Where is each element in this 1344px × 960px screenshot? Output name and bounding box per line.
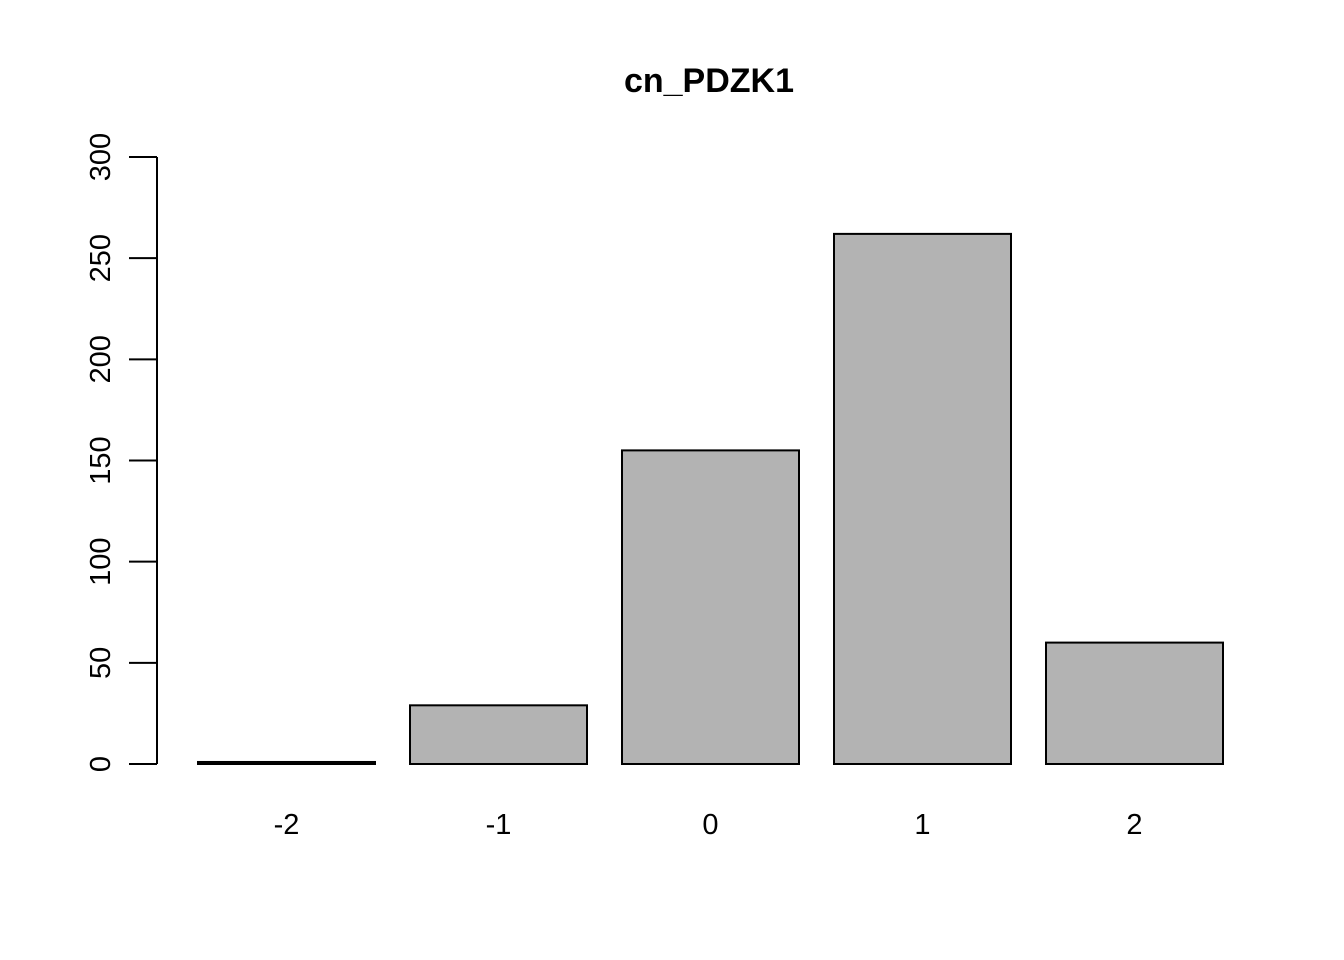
chart-title: cn_PDZK1 [624,62,794,100]
bar--1 [409,704,588,765]
x-axis-labels: -2 -1 0 1 2 [274,809,1143,841]
x-tick-label: 2 [1126,809,1142,841]
y-tick-label: 300 [85,133,117,181]
bar-2 [1045,641,1224,765]
bar-0 [621,449,800,765]
bar--2 [197,760,376,766]
y-tick-label: 250 [85,234,117,282]
bar-1 [833,232,1012,766]
y-tick-label: 150 [85,436,117,484]
x-tick-label: 1 [914,809,930,841]
y-tick-label: 0 [85,756,117,772]
x-tick-label: -1 [486,809,512,841]
y-axis: 0 50 100 150 200 250 300 [85,133,158,772]
bars [197,232,1224,766]
x-tick-label: -2 [274,809,300,841]
y-tick-label: 100 [85,537,117,585]
y-tick-label: 50 [85,647,117,679]
x-tick-label: 0 [702,809,718,841]
y-tick-label: 200 [85,335,117,383]
